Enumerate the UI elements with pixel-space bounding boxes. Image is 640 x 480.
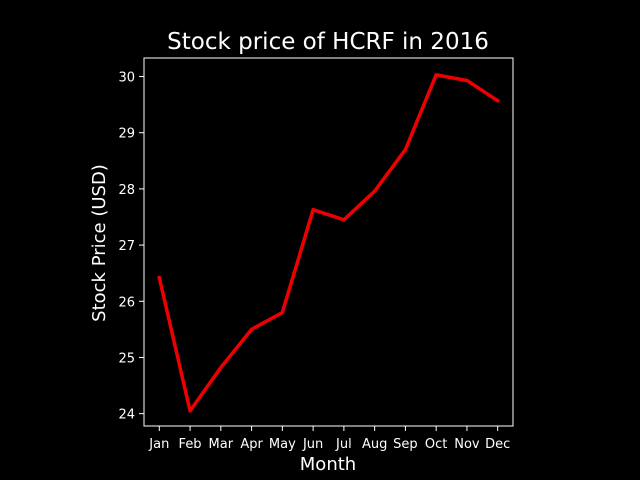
x-tick-label: Mar bbox=[209, 437, 234, 452]
data-point bbox=[219, 365, 223, 370]
data-point bbox=[188, 409, 192, 413]
data-point bbox=[403, 147, 408, 152]
x-tick-label: Dec bbox=[485, 437, 510, 452]
x-tick-label: Apr bbox=[240, 437, 263, 452]
x-tick-label: Jun bbox=[302, 437, 323, 452]
x-tick-label: Jan bbox=[148, 437, 169, 452]
plot-area: Jan Feb Mar Apr May Jun Jul Aug Sep Oct Nov Dec 24 25… bbox=[118, 57, 514, 452]
y-tick-label: 30 bbox=[118, 71, 135, 86]
data-point bbox=[342, 218, 346, 222]
x-tick-label: Feb bbox=[179, 437, 202, 452]
data-point bbox=[311, 208, 315, 212]
x-tick-label: Sep bbox=[393, 437, 418, 452]
x-axis-title: Month bbox=[300, 454, 356, 475]
chart-title: Stock price of HCRF in 2016 bbox=[167, 29, 489, 55]
x-tick-label: Jul bbox=[335, 437, 352, 452]
y-axis-title: Stock Price (USD) bbox=[89, 164, 110, 322]
series-line bbox=[157, 73, 501, 413]
x-tick-label: Nov bbox=[454, 437, 480, 452]
data-point bbox=[465, 78, 469, 83]
y-tick-label: 25 bbox=[118, 351, 135, 366]
x-tick-label: Oct bbox=[425, 437, 447, 452]
data-point bbox=[373, 189, 377, 193]
y-tick-label: 27 bbox=[118, 239, 135, 254]
y-tick-label: 26 bbox=[118, 295, 135, 310]
y-tick-label: 28 bbox=[118, 183, 135, 198]
x-tick-label: Aug bbox=[362, 437, 387, 452]
data-point bbox=[157, 276, 161, 280]
data-point bbox=[434, 73, 438, 77]
y-tick-label: 29 bbox=[118, 127, 135, 142]
y-tick-label: 24 bbox=[118, 408, 135, 423]
data-point bbox=[280, 310, 284, 315]
data-point bbox=[496, 99, 500, 103]
data-point bbox=[249, 327, 254, 331]
axes-frame bbox=[143, 57, 514, 427]
x-tick-label: May bbox=[269, 437, 296, 452]
